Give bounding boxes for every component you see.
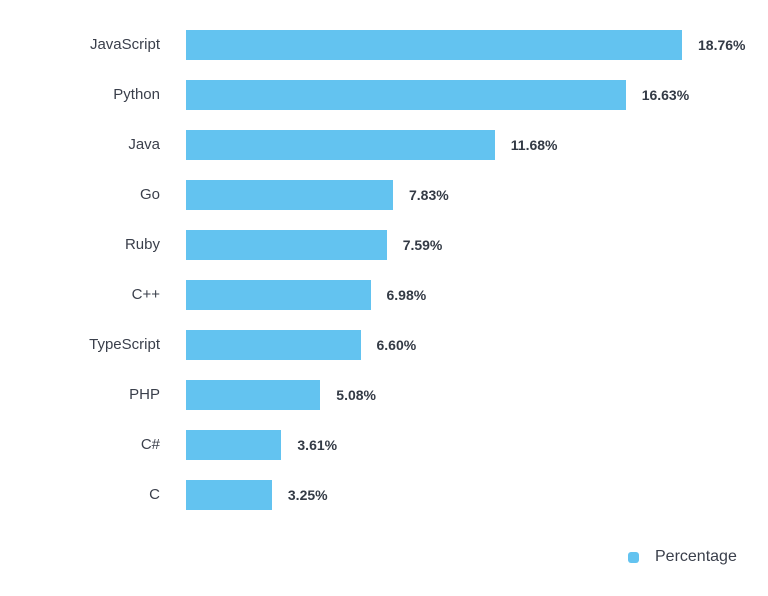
legend-swatch-percentage: [628, 551, 639, 563]
category-label: C: [149, 486, 160, 503]
bar-row: C 3.25%: [0, 480, 768, 510]
bar: [186, 230, 387, 260]
bar-row: JavaScript 18.76%: [0, 30, 768, 60]
category-label: PHP: [129, 386, 160, 403]
value-label: 3.25%: [287, 487, 328, 503]
bar: [186, 130, 495, 160]
bar-row: Ruby 7.59%: [0, 230, 768, 260]
category-label: TypeScript: [89, 336, 160, 353]
value-label: 7.59%: [402, 237, 443, 253]
legend-label-percentage: Percentage: [655, 548, 737, 565]
bar: [186, 30, 682, 60]
category-label: Python: [113, 86, 160, 103]
bar: [186, 280, 371, 310]
bar-row: Python 16.63%: [0, 80, 768, 110]
bar: [186, 180, 393, 210]
value-label: 18.76%: [698, 37, 746, 53]
bar-row: PHP 5.08%: [0, 380, 768, 410]
category-label: C#: [140, 436, 160, 453]
bar-row: Java 11.68%: [0, 130, 768, 160]
category-label: JavaScript: [89, 36, 160, 53]
value-label: 11.68%: [510, 137, 558, 153]
bar-row: C++ 6.98%: [0, 280, 768, 310]
value-label: 7.83%: [409, 187, 449, 203]
value-label: 5.08%: [336, 387, 376, 403]
category-label: Java: [128, 136, 160, 153]
category-label: C++: [131, 286, 160, 303]
bar-row: C# 3.61%: [0, 430, 768, 460]
category-label: Ruby: [124, 236, 160, 253]
category-label: Go: [139, 186, 160, 203]
chart-legend: Percentage: [628, 546, 737, 568]
bar-row: TypeScript 6.60%: [0, 330, 768, 360]
bar: [186, 80, 626, 110]
bar: [186, 480, 272, 510]
value-label: 3.61%: [297, 437, 338, 453]
value-label: 6.60%: [376, 337, 417, 353]
bar: [186, 380, 321, 410]
bar-row: Go 7.83%: [0, 180, 768, 210]
bar: [186, 330, 361, 360]
bar: [186, 430, 282, 460]
value-label: 16.63%: [641, 87, 690, 103]
value-label: 6.98%: [386, 287, 427, 303]
